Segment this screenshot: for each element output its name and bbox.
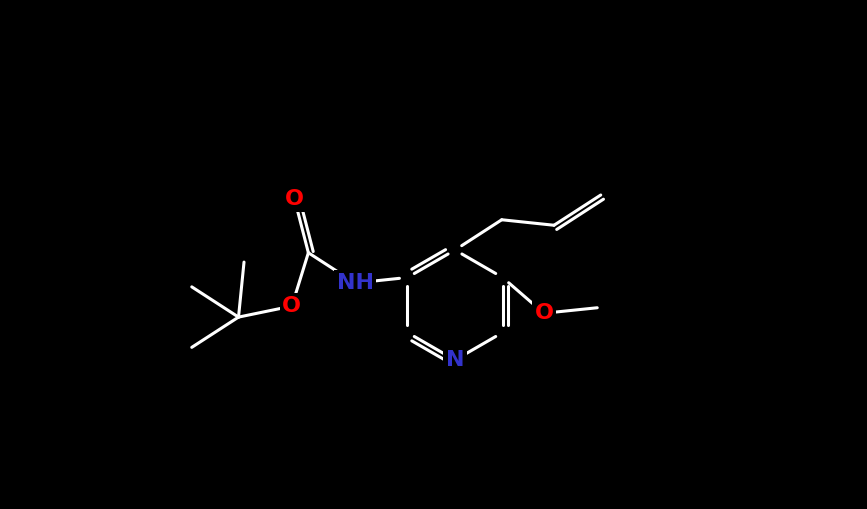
Text: N: N <box>446 350 464 370</box>
Text: O: O <box>534 303 553 323</box>
Text: O: O <box>283 296 302 316</box>
Text: NH: NH <box>336 273 374 293</box>
Text: O: O <box>285 189 304 209</box>
